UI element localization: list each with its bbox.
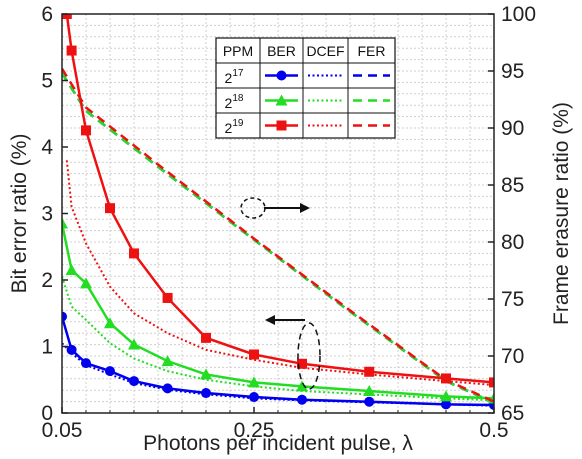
y-right-tick-label: 70 (501, 345, 524, 368)
ber-point (489, 377, 494, 388)
y-right-tick-label: 80 (501, 231, 524, 254)
ber-line (62, 223, 494, 400)
ber-line (65, 14, 494, 384)
legend-ber-marker (275, 94, 288, 106)
ber-point (201, 388, 211, 399)
x-tick-label: 0.5 (479, 419, 508, 442)
series-clip (62, 14, 494, 411)
legend-ppm-label: 219 (225, 118, 244, 136)
y-left-tick-label: 3 (41, 203, 53, 226)
axes-layer: 0.05 0.25 0.5 0 1 2 3 4 5 6 65 70 75 80 85 90 95 100 (41, 3, 536, 442)
ber-point (80, 277, 92, 289)
ber-point (105, 203, 115, 214)
dcef-line (65, 160, 494, 387)
ber-point (297, 358, 307, 369)
y-right-tick-label: 85 (501, 174, 524, 197)
legend-ppm-label: 218 (225, 93, 244, 111)
ber-point (162, 383, 173, 394)
ber-point (441, 399, 451, 410)
ber-point (62, 14, 72, 19)
dcef-line (62, 276, 494, 402)
y-right-tick-label: 90 (501, 117, 524, 140)
legend-ber-marker (276, 70, 287, 81)
ber-point (66, 45, 77, 56)
ber-point (129, 376, 139, 387)
ber-point (364, 366, 375, 377)
ber-point (62, 217, 68, 229)
ber-point (162, 292, 173, 303)
legend: PPM BER DCEF FER 217 218 219 (215, 37, 396, 139)
ber-point (296, 380, 308, 392)
ber-point (62, 311, 67, 322)
ber-point (66, 344, 77, 355)
ber-point (128, 338, 140, 350)
ber-point (81, 125, 91, 136)
series-layer (62, 14, 494, 411)
ber-point (200, 368, 212, 380)
annotations (240, 197, 321, 390)
x-tick-label: 0.25 (234, 419, 275, 442)
y-left-tick-label: 0 (41, 402, 53, 425)
ber-group-ellipse (297, 322, 321, 390)
legend-ppm-label: 217 (225, 68, 244, 86)
ber-point (364, 396, 375, 407)
y-left-tick-label: 5 (41, 70, 53, 93)
x-tick-label: 0.05 (42, 419, 83, 442)
ber-point (249, 349, 259, 360)
legend-ber-marker (276, 120, 287, 131)
ber-point (104, 317, 116, 329)
ber-point (249, 392, 259, 403)
y-right-tick-label: 95 (501, 60, 524, 83)
x-axis-label: Photons per incident pulse, λ (143, 432, 413, 455)
ber-point (363, 385, 376, 397)
ber-point (105, 366, 115, 377)
ber-point (65, 264, 78, 276)
y-left-tick-label: 6 (41, 3, 53, 26)
ber-point (248, 376, 260, 388)
ber-point (201, 332, 211, 343)
legend-header: BER (267, 43, 296, 59)
y-left-tick-label: 2 (41, 269, 53, 292)
ber-point (161, 355, 174, 367)
legend-header: FER (358, 43, 386, 59)
series-3 (62, 14, 494, 403)
y-right-tick-label: 75 (501, 288, 524, 311)
ber-point (129, 248, 139, 259)
ber-point (81, 358, 91, 369)
y-right-tick-label: 100 (501, 3, 536, 26)
y-right-tick-label: 65 (501, 402, 524, 425)
y-left-tick-label: 4 (41, 136, 53, 159)
ber-point (441, 373, 451, 384)
legend-header: DCEF (306, 43, 344, 59)
y-axis-right-label: Frame erasure ratio (%) (550, 102, 573, 325)
y-left-tick-label: 1 (41, 336, 53, 359)
legend-header: PPM (223, 43, 253, 59)
y-axis-left-label: Bit error ratio (%) (8, 134, 31, 294)
ber-left-arrow-head (265, 315, 275, 325)
fer-right-arrow-head (300, 203, 310, 213)
ber-point (440, 390, 452, 402)
ber-point (297, 394, 307, 405)
